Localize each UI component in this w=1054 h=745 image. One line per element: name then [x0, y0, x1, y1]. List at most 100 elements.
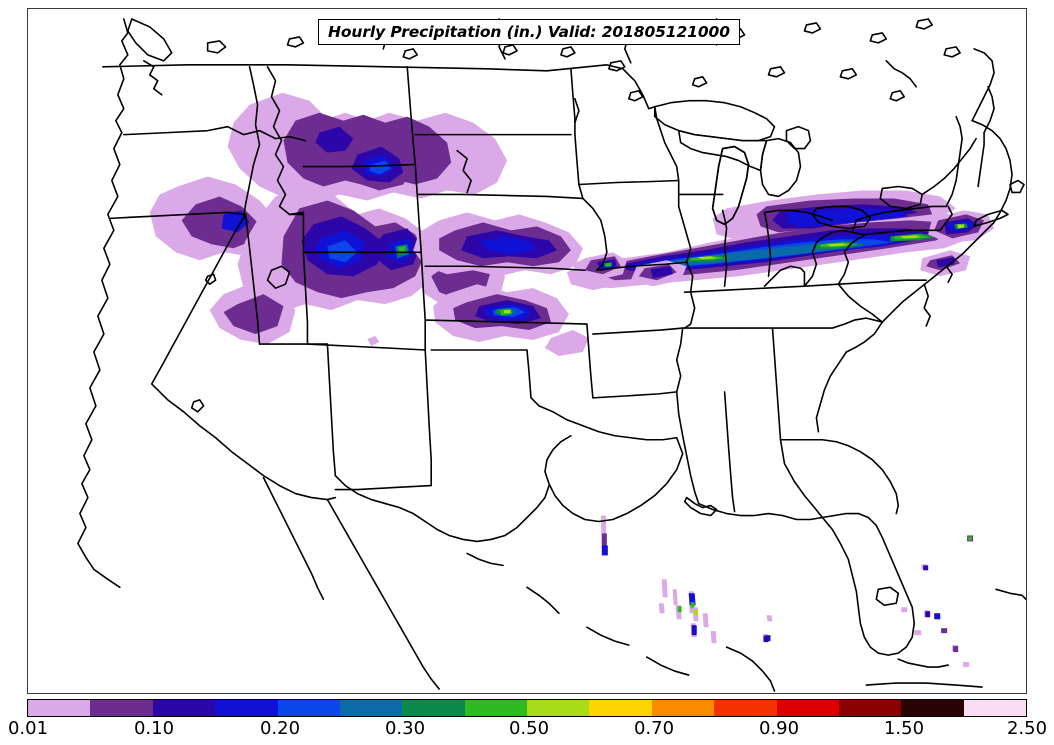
colorbar-tick-0-70: 0.70: [633, 718, 675, 739]
la-ms-border: [675, 391, 700, 505]
lake-of-woods: [608, 60, 626, 72]
sd-mn-ia-border: [574, 133, 584, 200]
co-ks-ne-border: [420, 251, 427, 351]
colorbar-tick-labels: 0.01 0.10 0.20 0.30 0.50 0.70 0.90 1.50 2.50: [0, 718, 1054, 742]
pacific-coast: [77, 18, 129, 589]
tn-al-ga-border: [739, 317, 884, 329]
long-island: [973, 209, 1009, 228]
colorbar-tick-0-90: 0.90: [758, 718, 800, 739]
in-il-border: [721, 209, 728, 287]
va-nc-border: [837, 279, 927, 285]
ms-al-border: [723, 391, 736, 513]
colorbar-segment-12: [776, 700, 839, 716]
chesapeake-bay: [923, 283, 931, 327]
lake-superior: [653, 99, 776, 142]
delaware-bay: [945, 265, 953, 283]
oh-mi-border: [763, 209, 834, 222]
id-wa-or-border: [242, 66, 261, 220]
tn-nc-border: [837, 283, 884, 323]
mt-wy-border: [302, 163, 415, 168]
conus-map: [77, 18, 1026, 692]
hudson-inlet: [885, 60, 918, 88]
page-title: Hourly Precipitation (in.) Valid: 201805…: [328, 23, 730, 41]
ut-nv-border: [244, 213, 261, 345]
rio-grande: [334, 474, 550, 543]
vancouver-island: [127, 18, 173, 62]
st-lawrence: [921, 137, 977, 196]
vt-nh-border: [977, 131, 985, 188]
colorbar-segment-7: [464, 700, 527, 716]
pa-nj-border: [939, 205, 953, 232]
nh-me-border: [983, 85, 995, 134]
nm-az-border: [326, 343, 337, 477]
colorbar-segment-5: [339, 700, 403, 716]
id-mt-border: [266, 66, 305, 216]
colorbar-segment-13: [838, 700, 902, 716]
colorbar-tick-0-10: 0.10: [133, 718, 175, 739]
pa-ny-border: [851, 205, 947, 234]
michigan-lp: [711, 145, 750, 226]
lake-huron: [759, 137, 802, 198]
gulf-coast-east: [697, 502, 824, 521]
lake-ontario: [879, 185, 924, 210]
precip-northern-rockies: [149, 92, 508, 261]
md-pa-border: [865, 229, 941, 236]
colorbar-segment-0: [28, 700, 91, 716]
precipitation-colorbar: [27, 699, 1027, 717]
cape-cod: [1009, 179, 1025, 194]
az-ca-mex: [150, 383, 337, 501]
colorbar-tick-0-20: 0.20: [259, 718, 301, 739]
ok-ar-border: [586, 323, 594, 399]
precip-gulf-cells: [367, 330, 974, 668]
al-ga-border: [771, 327, 824, 519]
mt-nd-border: [406, 66, 417, 166]
canada-lake-17: [943, 46, 961, 58]
mexico-interior-2: [526, 586, 560, 615]
ar-ms-border: [675, 327, 684, 393]
colorbar-tick-1-50: 1.50: [883, 718, 925, 739]
florida-peninsula: [821, 512, 916, 656]
mo-river-detail: [456, 149, 472, 194]
georgian-bay: [785, 125, 812, 150]
oh-in-border: [763, 211, 772, 278]
cuba-outline: [865, 682, 983, 688]
colorbar-segment-4: [277, 700, 340, 716]
ne-ia-mo-border: [582, 197, 608, 272]
ks-ok-border: [424, 319, 588, 325]
baja-peninsula: [262, 476, 325, 601]
puget-sound-detail: [142, 60, 163, 96]
co-nm-border: [306, 343, 427, 351]
canada-lake-15: [627, 89, 644, 102]
va-wv-border: [837, 233, 868, 285]
nd-mn-border: [570, 68, 576, 136]
colorbar-segment-6: [402, 700, 465, 716]
mo-il-ky-border: [683, 261, 696, 329]
precipitation-layer: [149, 92, 995, 668]
wi-mn-border: [653, 105, 680, 182]
sd-ne-border: [416, 193, 584, 200]
wv-oh-pa-border: [803, 229, 868, 287]
tn-ky-border: [683, 283, 840, 293]
canada-lake-9: [803, 22, 822, 34]
ut-co-border: [302, 251, 309, 345]
yucatan-coast: [725, 646, 776, 692]
precip-ohio-valley-line: [566, 190, 995, 291]
canada-lake-2: [286, 36, 305, 48]
map-title-box: Hourly Precipitation (in.) Valid: 201805…: [318, 19, 740, 45]
colorbar-tick-0-50: 0.50: [508, 718, 550, 739]
atlantic-coast: [881, 119, 1013, 323]
colorbar-tick-0-01: 0.01: [7, 718, 49, 739]
ok-tx-border: [430, 349, 678, 441]
ky-oh-in-border: [763, 265, 806, 287]
red-river-detail: [574, 97, 580, 124]
mississippi-delta: [683, 496, 718, 517]
canada-lake-20: [402, 48, 419, 60]
ga-fl-border: [779, 438, 900, 515]
canada-lake-19: [502, 44, 518, 56]
wy-border-e: [414, 163, 423, 254]
salton-sea: [190, 399, 205, 413]
colorbar-segment-2: [152, 700, 216, 716]
colorbar-segment-8: [527, 700, 590, 716]
mexico-west-coast: [326, 498, 440, 690]
